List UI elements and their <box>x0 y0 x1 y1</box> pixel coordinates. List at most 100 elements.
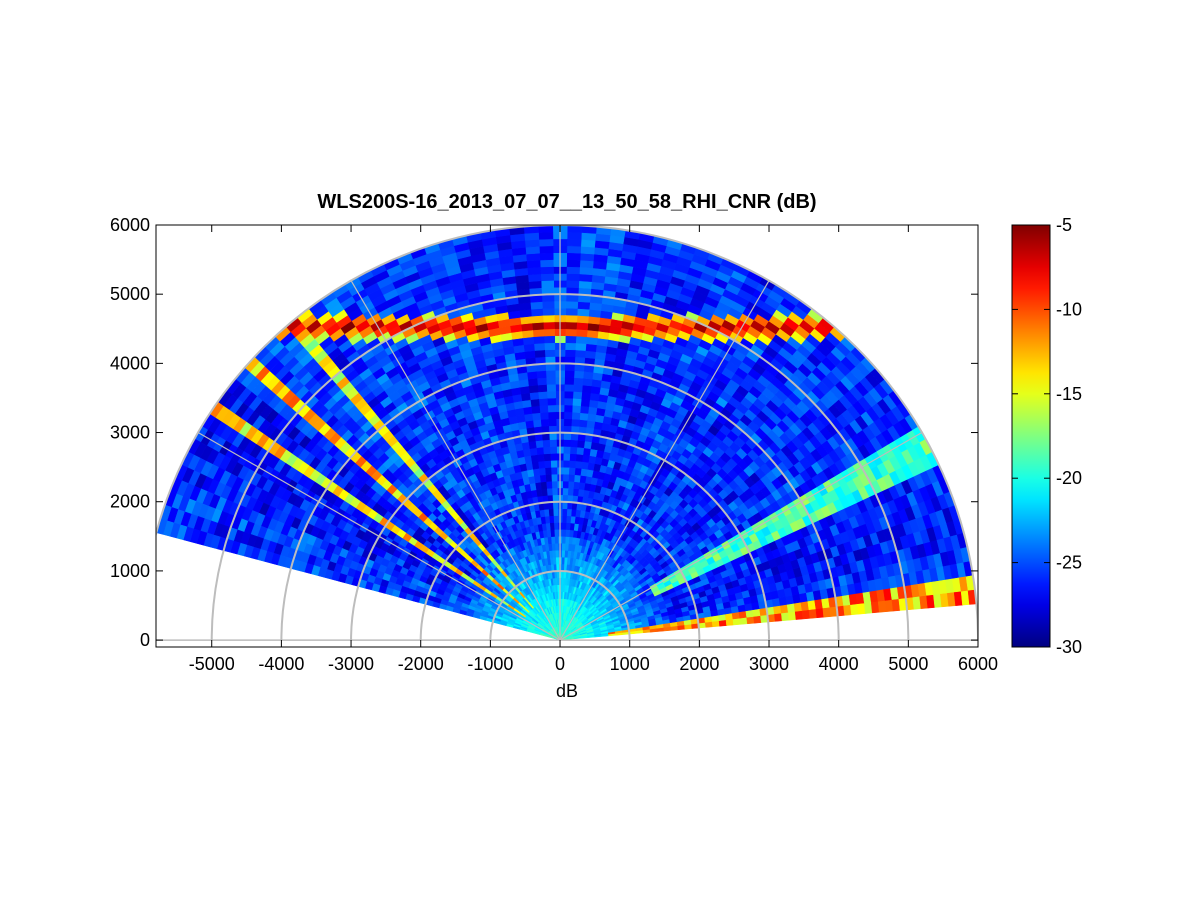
cnr-cell <box>773 605 782 615</box>
x-axis-label: dB <box>556 681 578 701</box>
colorbar-tick-label: -20 <box>1056 468 1082 488</box>
cnr-cell <box>579 252 595 262</box>
x-tick-label: 6000 <box>958 654 998 674</box>
cnr-cell <box>531 412 541 421</box>
cnr-cell <box>539 252 554 261</box>
cnr-cell <box>566 245 582 254</box>
cnr-cell <box>567 480 575 489</box>
x-tick-label: 1000 <box>610 654 650 674</box>
cnr-cell <box>543 460 552 469</box>
cnr-cell <box>565 314 578 323</box>
cnr-cell <box>546 487 553 496</box>
cnr-cell <box>580 398 590 407</box>
cnr-cell <box>542 307 555 316</box>
cnr-cell <box>587 322 600 332</box>
cnr-cell <box>564 390 574 399</box>
x-tick-label: 5000 <box>888 654 928 674</box>
cnr-cell <box>545 474 552 482</box>
cnr-cell <box>575 342 587 351</box>
cnr-cell <box>544 349 556 358</box>
cnr-cell <box>588 399 599 409</box>
cnr-cell <box>542 314 555 323</box>
cnr-cell <box>573 474 581 483</box>
cnr-cell <box>566 508 572 517</box>
cnr-cell <box>561 556 565 565</box>
cnr-cell <box>560 563 565 572</box>
cnr-cell <box>579 405 590 414</box>
cnr-cell <box>532 419 542 428</box>
cnr-cell <box>578 419 588 428</box>
cnr-cell <box>523 232 540 241</box>
cnr-cell <box>528 384 539 394</box>
cnr-cell <box>564 543 569 551</box>
cnr-cell <box>562 473 570 482</box>
y-tick-label: 4000 <box>110 353 150 373</box>
cnr-cell <box>531 322 544 331</box>
colorbar-tick-label: -5 <box>1056 215 1072 235</box>
cnr-cell <box>563 404 573 413</box>
cnr-cell <box>781 612 790 622</box>
cnr-cell <box>564 383 574 392</box>
x-tick-label: 0 <box>555 654 565 674</box>
cnr-cell <box>551 487 558 496</box>
cnr-cell <box>571 418 580 427</box>
cnr-cell <box>567 487 574 496</box>
cnr-cell <box>565 280 580 288</box>
cnr-cell <box>545 370 556 378</box>
cnr-cell <box>561 515 567 523</box>
cnr-cell <box>535 439 544 449</box>
y-tick-label: 5000 <box>110 284 150 304</box>
cnr-cells <box>156 225 977 641</box>
cnr-cell <box>551 480 558 489</box>
cnr-cell <box>549 453 558 461</box>
cnr-cell <box>563 411 573 420</box>
cnr-cell <box>528 440 537 450</box>
cnr-cell <box>563 439 571 447</box>
cnr-cell <box>537 460 546 469</box>
cnr-cell <box>534 349 546 358</box>
cnr-cell <box>563 446 571 454</box>
cnr-cell <box>850 603 859 616</box>
cnr-cell <box>580 468 588 477</box>
x-tick-label: 4000 <box>819 654 859 674</box>
cnr-cell <box>530 398 540 407</box>
cnr-cell <box>579 475 587 484</box>
cnr-cell <box>568 460 577 469</box>
cnr-cell <box>573 481 580 490</box>
cnr-cell <box>540 273 554 282</box>
cnr-cell <box>565 328 577 337</box>
cnr-cell <box>739 617 748 625</box>
cnr-cell <box>549 446 558 454</box>
cnr-cell <box>571 411 581 420</box>
cnr-cell <box>580 232 597 241</box>
cnr-cell <box>550 466 558 475</box>
cnr-cell <box>540 418 549 427</box>
cnr-cell <box>584 350 596 359</box>
cnr-cell <box>561 542 566 551</box>
cnr-cell <box>566 266 580 275</box>
cnr-cell <box>545 376 556 385</box>
cnr-cell <box>523 413 534 422</box>
cnr-cell <box>578 280 592 289</box>
cnr-cell <box>583 440 592 450</box>
cnr-cell <box>553 529 559 537</box>
cnr-cell <box>525 252 541 262</box>
cnr-cell <box>547 404 557 413</box>
colorbar: -5-10-15-20-25-30 <box>1011 215 1082 657</box>
cnr-cell <box>543 328 555 337</box>
cnr-cell <box>546 383 556 392</box>
cnr-cell <box>546 390 557 399</box>
cnr-cell <box>539 474 547 483</box>
cnr-cell <box>541 300 555 309</box>
cnr-cell <box>566 252 581 261</box>
x-tick-label: 2000 <box>679 654 719 674</box>
cnr-cell <box>564 536 570 544</box>
cnr-cell <box>752 608 761 617</box>
cnr-cell <box>566 259 581 268</box>
cnr-cell <box>580 246 595 255</box>
cnr-cell <box>561 508 568 516</box>
cnr-cell <box>576 308 590 317</box>
cnr-cell <box>533 342 545 351</box>
cnr-cell <box>561 549 566 558</box>
cnr-cell <box>568 474 575 482</box>
